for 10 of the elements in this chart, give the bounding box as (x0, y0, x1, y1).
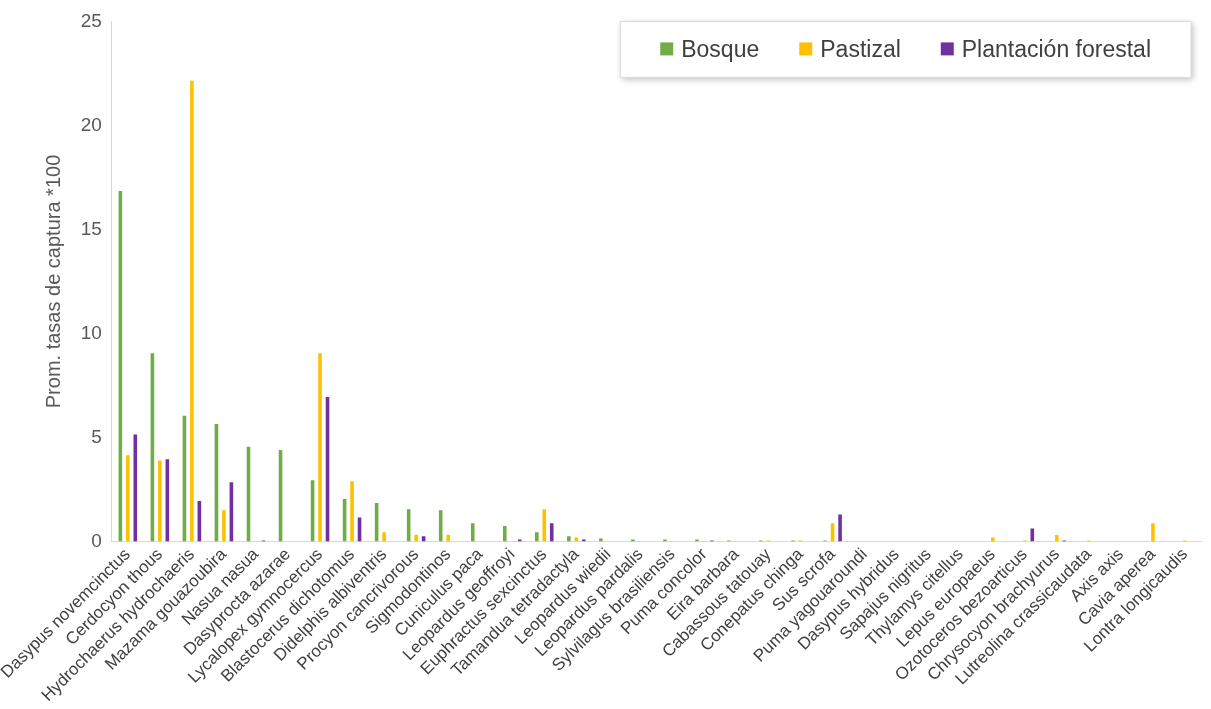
legend-label: Pastizal (820, 35, 901, 62)
legend-label: Plantación forestal (961, 35, 1152, 62)
y-tick-label: 0 (91, 529, 102, 551)
legend-label: Bosque (681, 35, 760, 62)
y-axis-title: Prom. tasas de captura *100 (42, 154, 65, 409)
y-tick-label: 15 (80, 217, 102, 239)
y-tick-label: 5 (91, 425, 102, 447)
y-tick-label: 25 (80, 9, 102, 31)
y-tick-label: 20 (80, 113, 102, 135)
y-tick-label: 10 (80, 321, 102, 343)
